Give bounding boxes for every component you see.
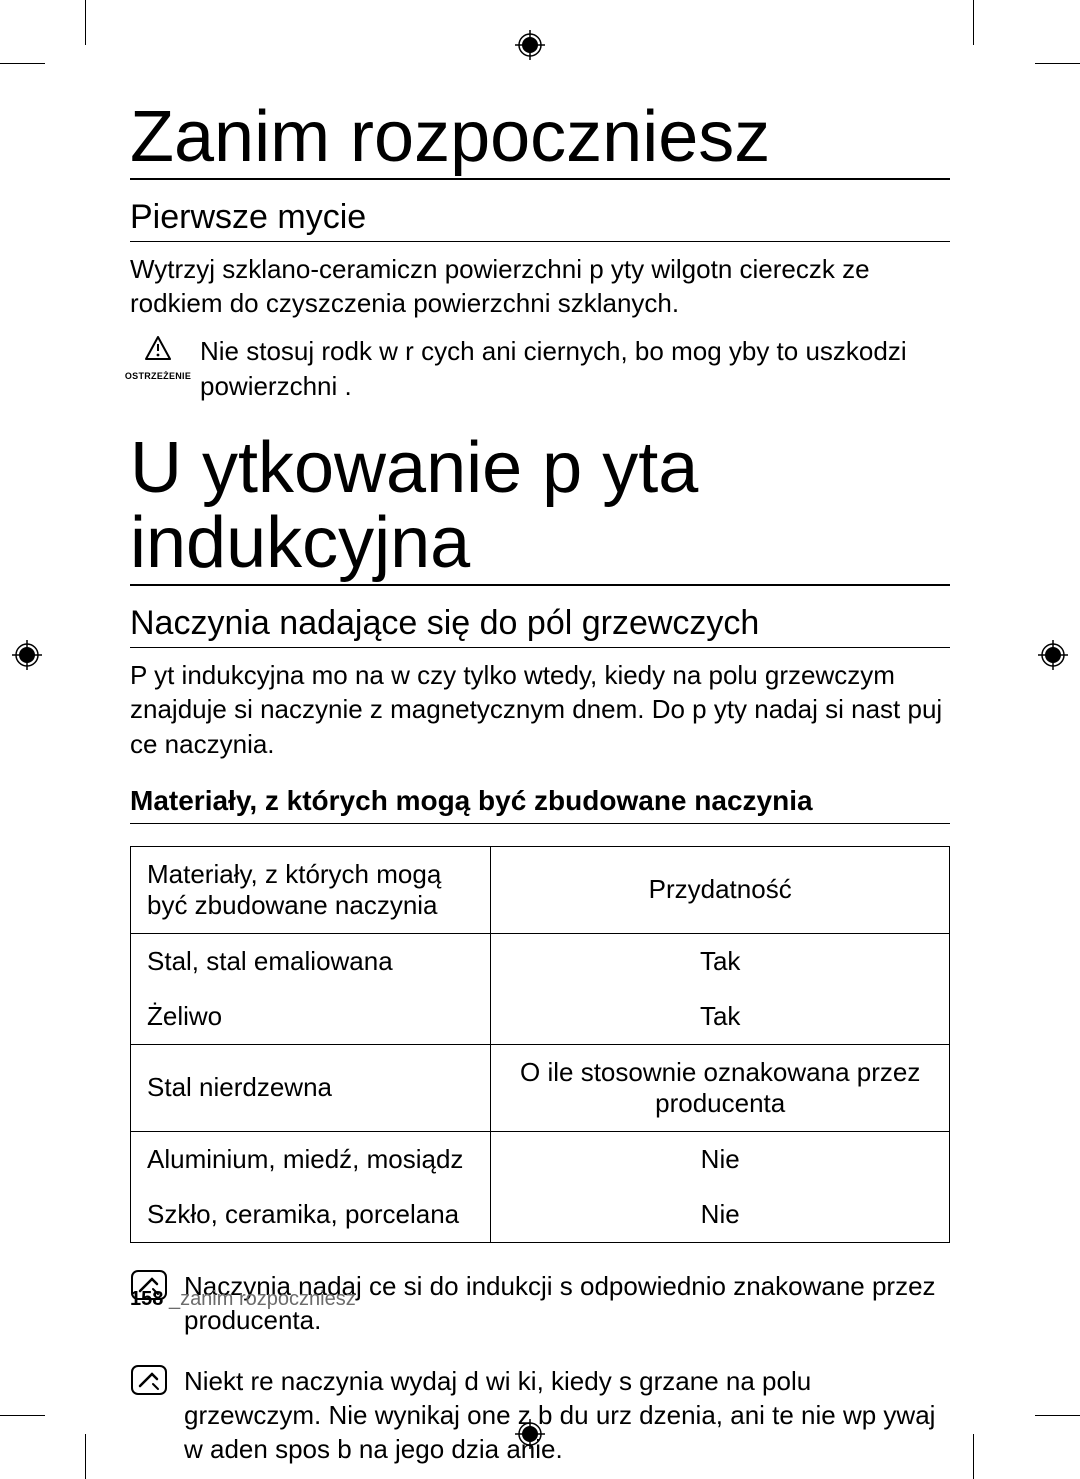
- warning-label-text: OSTRZEŻENIE: [125, 371, 191, 381]
- crop-mark: [0, 1415, 45, 1416]
- note-icon: [130, 1364, 168, 1396]
- registration-mark-icon: [515, 30, 545, 60]
- content-area: Zanim rozpoczniesz Pierwsze mycie Wytrzy…: [130, 100, 950, 1467]
- table-cell: Nie: [491, 1131, 950, 1187]
- note-block: Niekt re naczynia wydaj d wi ki, kiedy s…: [130, 1364, 950, 1467]
- crop-mark: [973, 1434, 974, 1479]
- table-row: Stal nierdzewna O ile stosownie oznakowa…: [131, 1044, 950, 1131]
- registration-mark-icon: [12, 640, 42, 670]
- table-header-row: Materiały, z których mogą być zbudowane …: [131, 846, 950, 933]
- table-cell: O ile stosownie oznakowana przez produce…: [491, 1044, 950, 1131]
- crop-mark: [85, 0, 86, 45]
- section-heading: Pierwsze mycie: [130, 198, 950, 242]
- warning-triangle-icon: [145, 336, 171, 365]
- warning-block: OSTRZEŻENIE Nie stosuj rodk w r cych ani…: [130, 334, 950, 403]
- body-paragraph: Wytrzyj szklano-ceramiczn powierzchni p …: [130, 252, 950, 321]
- sub-heading: Materiały, z których mogą być zbudowane …: [130, 785, 950, 824]
- footer-separator: _: [169, 1288, 180, 1310]
- table-cell: Nie: [491, 1187, 950, 1243]
- crop-mark: [973, 0, 974, 45]
- warning-label: OSTRZEŻENIE: [130, 334, 186, 403]
- note-text: Niekt re naczynia wydaj d wi ki, kiedy s…: [184, 1364, 950, 1467]
- crop-mark: [1035, 63, 1080, 64]
- crop-mark: [1035, 1415, 1080, 1416]
- table-cell: Stal, stal emaliowana: [131, 933, 491, 989]
- crop-mark: [0, 63, 45, 64]
- table-cell: Stal nierdzewna: [131, 1044, 491, 1131]
- body-paragraph: P yt indukcyjna mo na w czy tylko wtedy,…: [130, 658, 950, 761]
- table-cell: Żeliwo: [131, 989, 491, 1045]
- page-number: 158: [130, 1288, 163, 1310]
- crop-mark: [85, 1434, 86, 1479]
- section-heading: Naczynia nadające się do pól grzewczych: [130, 604, 950, 648]
- table-header-cell: Przydatność: [491, 846, 950, 933]
- table-row: Aluminium, miedź, mosiądz Nie: [131, 1131, 950, 1187]
- footer-section-name: zanim rozpoczniesz: [180, 1288, 356, 1310]
- warning-text: Nie stosuj rodk w r cych ani ciernych, b…: [200, 334, 950, 403]
- table-cell: Tak: [491, 933, 950, 989]
- heading-1: Zanim rozpoczniesz: [130, 100, 950, 180]
- table-header-cell: Materiały, z których mogą być zbudowane …: [131, 846, 491, 933]
- document-page: Zanim rozpoczniesz Pierwsze mycie Wytrzy…: [0, 0, 1080, 1479]
- table-row: Stal, stal emaliowana Tak: [131, 933, 950, 989]
- table-cell: Tak: [491, 989, 950, 1045]
- table-row: Żeliwo Tak: [131, 989, 950, 1045]
- heading-1: U ytkowanie p yta indukcyjna: [130, 431, 950, 586]
- materials-table: Materiały, z których mogą być zbudowane …: [130, 846, 950, 1243]
- table-row: Szkło, ceramika, porcelana Nie: [131, 1187, 950, 1243]
- table-cell: Szkło, ceramika, porcelana: [131, 1187, 491, 1243]
- table-cell: Aluminium, miedź, mosiądz: [131, 1131, 491, 1187]
- registration-mark-icon: [1038, 640, 1068, 670]
- page-footer: 158 _zanim rozpoczniesz: [130, 1288, 356, 1311]
